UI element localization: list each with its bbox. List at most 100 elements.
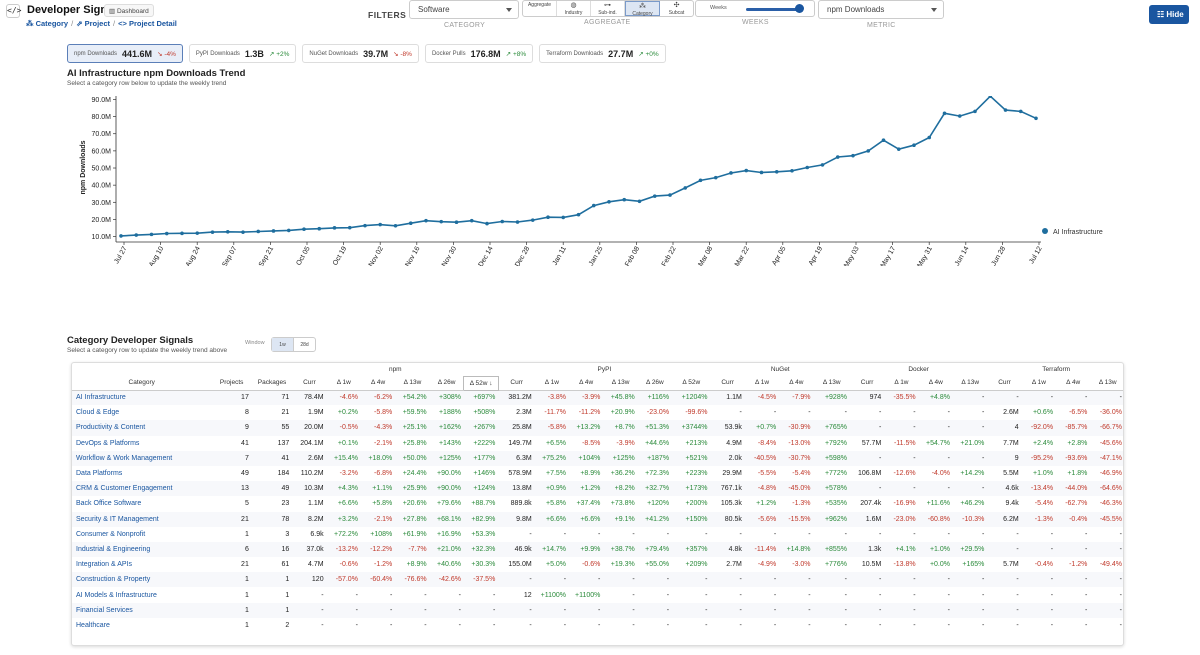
aggregate-option-industry[interactable]: ◍ Industry xyxy=(557,1,591,16)
column-header[interactable]: Δ 26w xyxy=(637,376,673,391)
column-header[interactable]: Δ 1w xyxy=(326,376,361,391)
table-cell: - xyxy=(808,591,811,599)
dashboard-button[interactable]: ▥ Dashboard xyxy=(104,4,154,17)
table-row[interactable]: Security & IT Management 21 78 8.2M +3.2% -2.… xyxy=(72,511,1123,527)
aggregate-segmented[interactable]: Aggregate ◍ Industry ⊶ Sub-ind. ⁂ Category … xyxy=(522,0,694,17)
category-link[interactable]: AI Models & Infrastructure xyxy=(76,591,157,599)
column-header[interactable]: Curr xyxy=(292,376,327,391)
table-row[interactable]: Industrial & Engineering 6 16 37.0k -13.2% -1… xyxy=(72,541,1123,558)
weeks-slider-thumb[interactable] xyxy=(795,4,805,13)
table-cell: - xyxy=(982,409,985,417)
column-header[interactable]: Δ 4w xyxy=(779,376,814,391)
aggregate-option-subcat[interactable]: ✣ Subcat xyxy=(660,1,693,16)
category-dropdown[interactable]: Software xyxy=(409,0,519,19)
category-link[interactable]: DevOps & Platforms xyxy=(76,439,140,447)
weeks-slider-track[interactable] xyxy=(746,8,802,11)
category-link[interactable]: Back Office Software xyxy=(76,500,142,508)
table-row[interactable]: Workflow & Work Management 7 41 2.6M +15.4% +… xyxy=(72,450,1123,466)
column-header[interactable]: Δ 1w xyxy=(884,376,919,391)
breadcrumb-category[interactable]: Category xyxy=(35,19,69,28)
kpi-2[interactable]: NuGet Downloads 39.7M ↘ -8% xyxy=(302,44,419,63)
kpi-0[interactable]: npm Downloads 441.6M ↘ -4% xyxy=(67,44,183,63)
column-header[interactable]: Δ 4w xyxy=(360,376,396,391)
column-header[interactable]: Curr xyxy=(710,376,745,391)
table-cell: 4.7M xyxy=(308,561,324,569)
table-cell: 578.9M xyxy=(508,470,532,478)
aggregate-option-subindustry[interactable]: ⊶ Sub-ind. xyxy=(591,1,625,16)
category-link[interactable]: Productivity & Content xyxy=(72,420,212,436)
column-header[interactable]: Δ 26w xyxy=(429,376,464,391)
category-link[interactable]: AI Infrastructure xyxy=(72,390,212,406)
table-row[interactable]: AI Infrastructure 17 71 78.4M -4.6% -6.2% +54.… xyxy=(72,390,1123,406)
category-link[interactable]: Workflow & Work Management xyxy=(72,450,212,466)
column-header[interactable]: Category xyxy=(72,376,212,391)
aggregate-option-category[interactable]: ⁂ Category xyxy=(625,1,660,17)
column-header[interactable]: Δ 4w xyxy=(569,376,604,391)
column-header[interactable]: Δ 52w ↓ xyxy=(463,375,499,391)
column-header[interactable]: Curr xyxy=(987,376,1022,391)
table-row[interactable]: Healthcare 1 2 - - - - - - - - - - - - - - - - - - - - - - - - xyxy=(72,618,1123,633)
column-header[interactable]: Δ 1w xyxy=(744,376,780,391)
breadcrumb-project-detail[interactable]: Project Detail xyxy=(128,19,177,28)
table-cell: -4.3% xyxy=(360,420,396,436)
table-row[interactable]: Integration & APIs 21 61 4.7M -0.6% -1.2% +8.9… xyxy=(72,557,1123,572)
column-header[interactable]: Δ 13w xyxy=(603,376,638,391)
table-cell: -49.4% xyxy=(1099,561,1122,569)
table-row[interactable]: Financial Services 1 1- - - - - - - - - - - - - - - - - - - -… xyxy=(72,602,1123,618)
breadcrumb-project[interactable]: Project xyxy=(84,19,111,28)
table-row[interactable]: Construction & Property 1 1 120 -57.0% -60.4%… xyxy=(72,572,1123,588)
table-row[interactable]: Productivity & Content 9 55 20.0M -0.5% -4.3%… xyxy=(72,420,1123,436)
code-icon[interactable]: </> xyxy=(6,4,21,18)
category-link[interactable]: Financial Services xyxy=(72,602,212,618)
metric-dropdown[interactable]: npm Downloads xyxy=(818,0,944,19)
table-cell: - xyxy=(569,602,604,618)
category-link[interactable]: Consumer & Nonprofit xyxy=(76,530,146,538)
table-row[interactable]: Cloud & Edge 8 21 1.9M +0.2% -5.8% +59.5% +188%… xyxy=(72,405,1123,420)
chart-legend[interactable]: AI Infrastructure xyxy=(1042,228,1103,236)
x-tick-label: Oct 05 xyxy=(295,245,311,266)
table-row[interactable]: Back Office Software 5 23 1.1M +6.6% +5.8% +20… xyxy=(72,496,1123,511)
column-header[interactable]: Projects xyxy=(211,376,252,391)
column-header[interactable]: Δ 1w xyxy=(1021,376,1057,391)
category-link[interactable]: Cloud & Edge xyxy=(76,409,120,417)
window-segmented[interactable]: 1w 28d xyxy=(271,337,316,352)
table-cell: -30.7% xyxy=(779,450,814,466)
column-header[interactable]: Δ 4w xyxy=(1056,376,1091,391)
column-header[interactable]: Δ 13w xyxy=(395,376,430,391)
column-header[interactable]: Packages xyxy=(251,376,293,391)
table-row[interactable]: Data Platforms 49 184 110.2M -3.2% -6.8% +24.4… xyxy=(72,466,1123,481)
table-row[interactable]: CRM & Customer Engagement 13 49 10.3M +4.3% +… xyxy=(72,481,1123,497)
column-header[interactable]: Curr xyxy=(849,376,885,391)
table-cell: +6.5% xyxy=(545,439,567,447)
category-link[interactable]: Data Platforms xyxy=(76,470,123,478)
kpi-4[interactable]: Terraform Downloads 27.7M ↗ +0% xyxy=(539,44,666,63)
column-header[interactable]: Δ 52w xyxy=(672,376,711,391)
table-cell: -4.5% xyxy=(744,390,780,406)
kpi-3[interactable]: Docker Pulls 176.8M ↗ +8% xyxy=(424,44,534,63)
category-link[interactable]: Healthcare xyxy=(76,621,110,629)
table-row[interactable]: DevOps & Platforms 41 137 204.1M +0.1% -2.1% +… xyxy=(72,436,1123,451)
table-cell: - xyxy=(987,572,1022,588)
table-cell: - xyxy=(878,409,882,417)
category-link[interactable]: CRM & Customer Engagement xyxy=(72,481,212,497)
column-header[interactable]: Δ 13w xyxy=(952,376,988,391)
window-option-28d[interactable]: 28d xyxy=(300,342,309,348)
table-row[interactable]: Consumer & Nonprofit 1 3 6.9k +72.2% +108% +61… xyxy=(72,527,1123,542)
table-cell: +68.1% xyxy=(429,511,464,527)
column-header[interactable]: Δ 13w xyxy=(1090,376,1123,391)
window-option-1w[interactable]: 1w xyxy=(272,338,294,351)
table-cell: -0.4% xyxy=(1056,511,1091,527)
column-header[interactable]: Δ 1w xyxy=(534,376,570,391)
category-link[interactable]: Construction & Property xyxy=(72,572,212,588)
category-link[interactable]: Industrial & Engineering xyxy=(72,541,212,558)
category-link[interactable]: Integration & APIs xyxy=(76,561,133,569)
column-header[interactable]: Δ 13w xyxy=(813,376,850,391)
table-cell: +697% xyxy=(463,390,499,406)
column-header[interactable]: Δ 4w xyxy=(918,376,953,391)
aggregate-option-aggregate[interactable]: Aggregate xyxy=(523,1,557,16)
kpi-1[interactable]: PyPI Downloads 1.3B ↗ +2% xyxy=(188,44,297,63)
table-row[interactable]: AI Models & Infrastructure 1 1 - - - - - - 12 +110… xyxy=(72,587,1123,602)
column-header[interactable]: Curr xyxy=(498,376,535,391)
category-link[interactable]: Security & IT Management xyxy=(72,511,212,527)
hide-button[interactable]: ☷ Hide xyxy=(1149,5,1189,24)
